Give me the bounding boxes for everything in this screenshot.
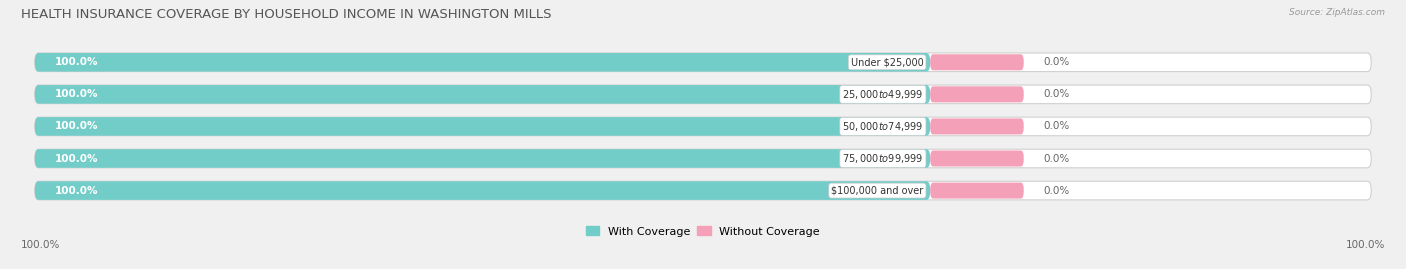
Text: 100.0%: 100.0%: [55, 186, 98, 196]
Text: 0.0%: 0.0%: [1043, 89, 1070, 99]
FancyBboxPatch shape: [35, 85, 931, 104]
Text: $50,000 to $74,999: $50,000 to $74,999: [842, 120, 924, 133]
FancyBboxPatch shape: [35, 117, 931, 136]
Text: $75,000 to $99,999: $75,000 to $99,999: [842, 152, 924, 165]
FancyBboxPatch shape: [931, 54, 1024, 70]
FancyBboxPatch shape: [35, 53, 1371, 72]
Text: 100.0%: 100.0%: [55, 89, 98, 99]
Text: 0.0%: 0.0%: [1043, 154, 1070, 164]
Text: $25,000 to $49,999: $25,000 to $49,999: [842, 88, 924, 101]
FancyBboxPatch shape: [35, 53, 931, 72]
FancyBboxPatch shape: [931, 118, 1024, 134]
FancyBboxPatch shape: [931, 183, 1024, 199]
FancyBboxPatch shape: [35, 181, 1371, 200]
Text: 100.0%: 100.0%: [55, 57, 98, 67]
Text: Under $25,000: Under $25,000: [851, 57, 924, 67]
FancyBboxPatch shape: [35, 85, 1371, 104]
Text: HEALTH INSURANCE COVERAGE BY HOUSEHOLD INCOME IN WASHINGTON MILLS: HEALTH INSURANCE COVERAGE BY HOUSEHOLD I…: [21, 8, 551, 21]
Text: 100.0%: 100.0%: [55, 154, 98, 164]
Text: 0.0%: 0.0%: [1043, 57, 1070, 67]
Text: 100.0%: 100.0%: [55, 121, 98, 132]
Text: 0.0%: 0.0%: [1043, 186, 1070, 196]
Legend: With Coverage, Without Coverage: With Coverage, Without Coverage: [582, 222, 824, 241]
FancyBboxPatch shape: [931, 150, 1024, 167]
Text: $100,000 and over: $100,000 and over: [831, 186, 924, 196]
FancyBboxPatch shape: [35, 117, 1371, 136]
FancyBboxPatch shape: [35, 149, 931, 168]
FancyBboxPatch shape: [35, 149, 1371, 168]
Text: 0.0%: 0.0%: [1043, 121, 1070, 132]
FancyBboxPatch shape: [931, 86, 1024, 102]
FancyBboxPatch shape: [35, 181, 931, 200]
Text: Source: ZipAtlas.com: Source: ZipAtlas.com: [1289, 8, 1385, 17]
Text: 100.0%: 100.0%: [21, 240, 60, 250]
Text: 100.0%: 100.0%: [1346, 240, 1385, 250]
